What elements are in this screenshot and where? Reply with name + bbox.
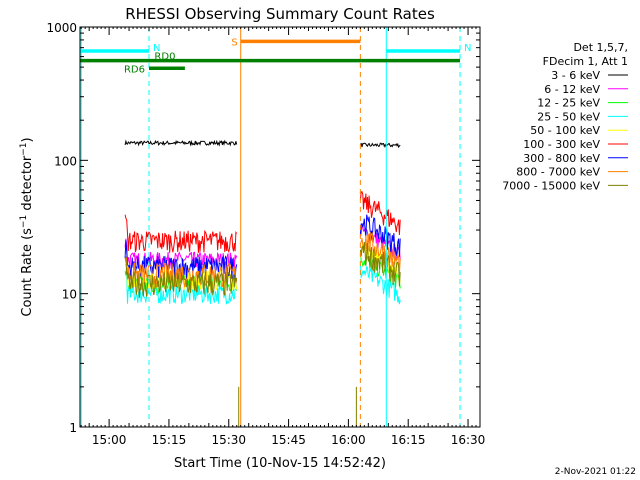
interval-label-2: S (231, 37, 237, 48)
data-series-layer (124, 139, 401, 427)
y-tick-label-1: 10 (62, 288, 77, 302)
interval-label-3: RD0 (154, 52, 175, 63)
chart-title: RHESSI Observing Summary Count Rates (125, 5, 435, 23)
legend-label-2: 12 - 25 keV (537, 97, 600, 110)
legend-header-0: Det 1,5,7, (573, 41, 628, 54)
y-tick-label-0: 1 (69, 421, 77, 435)
interval-label-1: N (464, 43, 471, 54)
x-axis-label: Start Time (10-Nov-15 14:52:42) (174, 456, 386, 471)
series-line-0-seg-1 (360, 142, 401, 149)
series-line-8-seg-0 (124, 254, 238, 298)
y-tick-label-2: 100 (54, 154, 77, 168)
legend-label-0: 3 - 6 keV (551, 69, 600, 82)
footer-timestamp: 2-Nov-2021 01:22 (555, 467, 636, 477)
x-tick-label-2: 15:30 (211, 433, 246, 447)
legend-label-5: 100 - 300 keV (523, 138, 600, 151)
series-line-5-seg-1 (359, 191, 401, 236)
y-axis-label: Count Rate (s−1 detector−1) (19, 137, 35, 316)
interval-label-4: RD6 (124, 64, 145, 75)
legend-label-1: 6 - 12 keV (544, 83, 600, 96)
x-tick-label-0: 15:00 (92, 433, 127, 447)
legend-label-8: 7000 - 15000 keV (502, 179, 600, 192)
series-line-1-seg-1 (359, 224, 401, 261)
legend-header-1: FDecim 1, Att 1 (543, 55, 628, 68)
plot-frame (79, 26, 481, 428)
series-line-8-seg-1 (359, 241, 401, 287)
series-line-0-seg-0 (124, 139, 238, 147)
x-tick-label-4: 16:00 (331, 433, 366, 447)
series-line-6-seg-1 (359, 214, 401, 257)
interval-label-0: N (153, 43, 160, 54)
legend-label-4: 50 - 100 keV (530, 124, 600, 137)
x-tick-label-3: 15:45 (271, 433, 306, 447)
legend-label-7: 800 - 7000 keV (516, 166, 600, 179)
legend-label-3: 25 - 50 keV (537, 110, 600, 123)
x-tick-label-1: 15:15 (152, 433, 187, 447)
x-tick-label-5: 16:15 (391, 433, 426, 447)
y-tick-label-3: 1000 (46, 21, 77, 35)
interval-bars-layer: N N S RD0 RD6 (80, 27, 472, 427)
axis-layer: 15:00 15:15 15:30 15:45 16:00 16:15 16:30 1 10 10… (46, 21, 485, 447)
legend-label-6: 300 - 800 keV (523, 152, 600, 165)
x-tick-label-6: 16:30 (451, 433, 486, 447)
series-line-5-seg-0 (124, 214, 238, 253)
